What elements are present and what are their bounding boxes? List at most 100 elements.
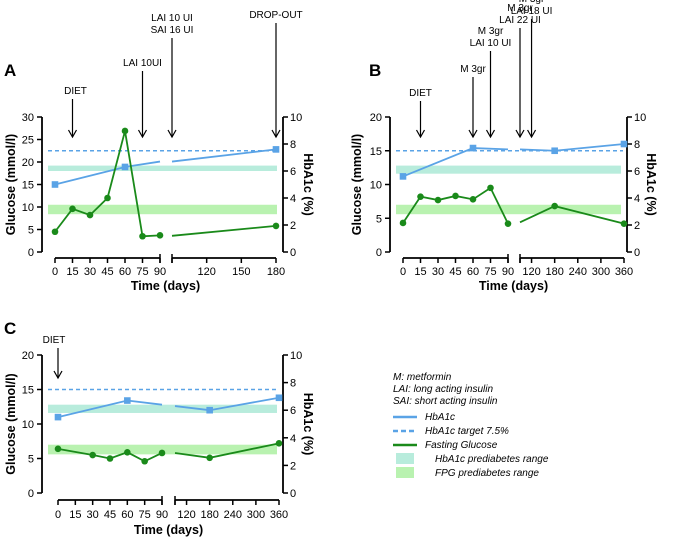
glucose-point — [487, 184, 494, 192]
hba1c-point — [124, 397, 131, 404]
y-tick-label-left: 10 — [22, 202, 34, 214]
hba1c-point — [551, 147, 558, 155]
x-axis-title: Time (days) — [479, 279, 548, 293]
annotation-arrow-head — [167, 129, 177, 139]
annotation-arrow-head — [527, 129, 537, 139]
glucose-point — [452, 192, 459, 200]
glucose-point — [399, 219, 407, 227]
y-tick-label-left: 0 — [28, 247, 34, 259]
hba1c-prediabetes-band — [396, 165, 621, 174]
y-tick-label-right: 10 — [290, 350, 302, 362]
x-tick-label: 15 — [69, 509, 81, 521]
x-tick-label: 300 — [247, 509, 265, 521]
y-tick-label-left: 5 — [28, 454, 34, 466]
glucose-point — [551, 202, 558, 210]
y-tick-label-right: 4 — [290, 433, 296, 445]
x-tick-label: 30 — [432, 266, 444, 278]
hba1c-point — [272, 146, 280, 153]
x-tick-label: 75 — [139, 509, 151, 521]
glucose-line-seg1 — [54, 130, 161, 238]
glucose-point — [469, 196, 477, 203]
x-tick-label: 360 — [615, 266, 633, 278]
x-tick-label: 0 — [400, 266, 406, 278]
glucose-point — [106, 455, 114, 462]
annotation-text: M 3gr — [507, 3, 533, 14]
y-tick-label-right: 4 — [634, 193, 640, 205]
legend-swatch-box — [396, 467, 414, 478]
x-tick-label: 45 — [104, 509, 116, 521]
y-tick-label-right: 6 — [634, 166, 640, 178]
y-axis-title-left: Glucose (mmol/l) — [4, 134, 18, 235]
x-tick-label: 0 — [52, 266, 58, 278]
y-tick-label-left: 10 — [370, 180, 382, 192]
glucose-point — [124, 448, 131, 456]
y-tick-label-left: 0 — [376, 247, 382, 259]
glucose-point — [275, 440, 283, 447]
y-tick-label-right: 0 — [290, 488, 296, 500]
glucose-line-seg2 — [171, 225, 277, 237]
y-tick-label-right: 8 — [290, 378, 296, 390]
x-tick-label: 90 — [502, 266, 514, 278]
y-tick-label-right: 4 — [290, 193, 296, 205]
annotation-arrow-head — [468, 129, 478, 139]
annotation-arrow-head — [271, 129, 281, 139]
x-tick-label: 30 — [84, 266, 96, 278]
annotation-text: LAI 22 UI — [499, 15, 541, 26]
annotation-text: DIET — [43, 335, 66, 346]
x-tick-label: 60 — [121, 509, 133, 521]
x-axis-title: Time (days) — [134, 523, 203, 537]
legend-label: HbA1c target 7.5% — [425, 426, 509, 437]
hba1c-prediabetes-band — [48, 404, 277, 413]
glucose-point — [86, 211, 94, 219]
x-tick-label: 75 — [136, 266, 148, 278]
glucose-point — [139, 232, 146, 240]
x-tick-label: 240 — [224, 509, 242, 521]
x-tick-label: 150 — [232, 266, 250, 278]
annotation-text: DROP-OUT — [249, 10, 302, 21]
y-axis-title-right: HbA1c (%) — [644, 153, 658, 216]
x-tick-label: 180 — [267, 266, 285, 278]
hba1c-point — [620, 140, 628, 148]
legend-abbrev: M: metformin — [393, 372, 452, 383]
y-tick-label-left: 0 — [28, 488, 34, 500]
x-tick-label: 60 — [467, 266, 479, 278]
annotation-arrow-head — [67, 129, 78, 139]
panel-letter-A: A — [4, 61, 16, 80]
y-tick-label-left: 15 — [22, 180, 34, 192]
y-tick-label-right: 10 — [634, 112, 646, 124]
glucose-point — [121, 127, 129, 135]
y-tick-label-right: 6 — [290, 405, 296, 417]
annotation-text: M 3gr — [460, 64, 486, 75]
legend-label: HbA1c prediabetes range — [435, 454, 549, 465]
x-tick-label: 180 — [200, 509, 218, 521]
glucose-point — [206, 454, 213, 462]
x-tick-label: 0 — [55, 509, 61, 521]
y-tick-label-right: 10 — [290, 112, 302, 124]
x-tick-label: 120 — [522, 266, 540, 278]
x-tick-label: 45 — [101, 266, 113, 278]
annotation-text: LAI 10UI — [123, 58, 162, 69]
glucose-point — [417, 193, 424, 200]
legend-label: Fasting Glucose — [425, 440, 498, 451]
x-tick-label: 45 — [449, 266, 461, 278]
x-tick-label: 30 — [87, 509, 99, 521]
annotation-arrow-head — [137, 129, 148, 139]
hba1c-point — [121, 163, 129, 171]
x-tick-label: 75 — [484, 266, 496, 278]
panel-letter-B: B — [369, 61, 381, 80]
legend-swatch-box — [396, 453, 414, 464]
hba1c-line-seg2 — [171, 148, 277, 163]
y-tick-label-right: 2 — [290, 460, 296, 472]
glucose-point — [504, 220, 512, 227]
glucose-point — [54, 445, 62, 453]
annotation-text: SAI 16 UI — [151, 25, 194, 36]
y-tick-label-right: 2 — [634, 220, 640, 232]
y-tick-label-left: 5 — [28, 225, 34, 237]
x-tick-label: 15 — [66, 266, 78, 278]
fpg-prediabetes-band — [48, 444, 277, 455]
x-tick-label: 180 — [545, 266, 563, 278]
hba1c-point — [399, 173, 407, 180]
legend-abbrev: SAI: short acting insulin — [393, 396, 498, 407]
legend-label: FPG prediabetes range — [435, 468, 539, 479]
glucose-point — [156, 232, 164, 239]
